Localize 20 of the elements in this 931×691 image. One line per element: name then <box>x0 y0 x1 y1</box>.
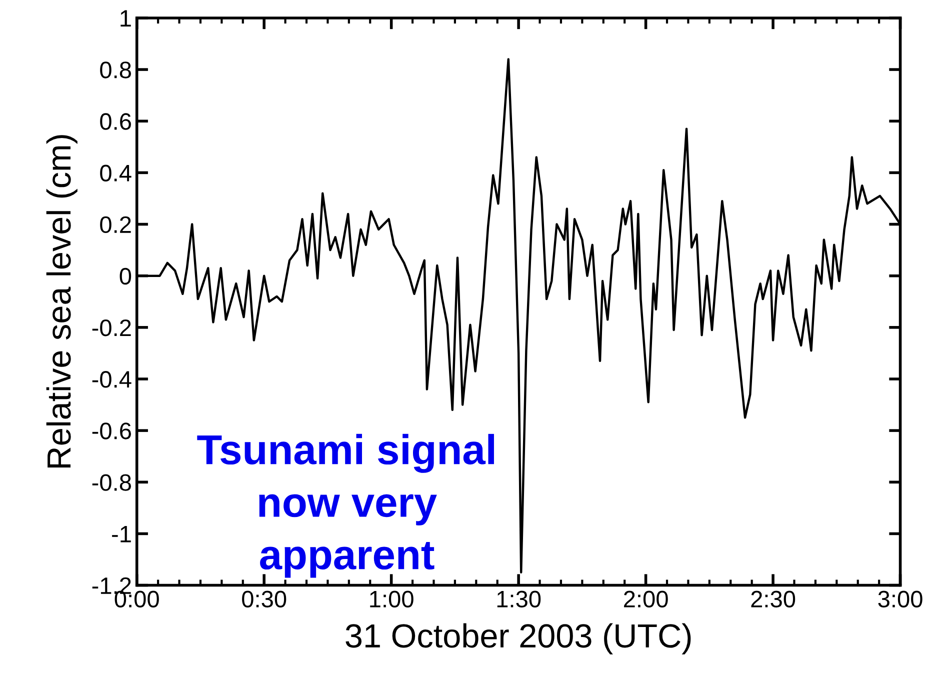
y-tick-label: -0.2 <box>92 319 131 336</box>
x-tick-label: 3:00 <box>878 590 922 608</box>
y-axis-title: Relative sea level (cm) <box>46 135 78 468</box>
x-tick-label: 2:00 <box>624 590 668 608</box>
y-tick-label: -0.4 <box>92 371 132 388</box>
y-tick-label: 0.2 <box>100 216 131 234</box>
x-tick-label: 2:30 <box>751 590 796 608</box>
y-tick-label: 0.4 <box>100 164 132 182</box>
y-tick-label: -0.8 <box>92 474 131 491</box>
y-tick-label: 0 <box>120 268 132 285</box>
y-tick-label: -0.6 <box>92 422 131 440</box>
x-tick-label: 0:30 <box>242 590 286 608</box>
y-tick-label: 0.6 <box>100 113 131 130</box>
x-axis-title: 31 October 2003 (UTC) <box>346 623 691 654</box>
annotation: Tsunami signal now very apparent <box>197 434 494 578</box>
x-tick-label: 1:30 <box>497 590 541 608</box>
y-tick-label: -1 <box>112 526 131 542</box>
y-tick-label: 0.8 <box>100 62 131 78</box>
x-tick-label: 1:00 <box>370 590 414 608</box>
y-tick-label: 1 <box>120 10 131 27</box>
